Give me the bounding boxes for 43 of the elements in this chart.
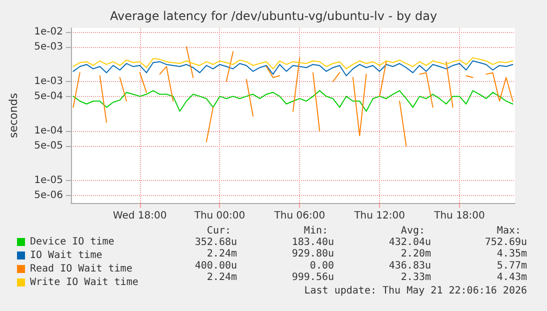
text: 2.20m: [400, 248, 432, 260]
y-tick-label: 1e-02: [34, 26, 63, 38]
text: 4.43m: [496, 272, 528, 283]
y-axis-title: seconds: [7, 92, 20, 138]
text: 2.24m: [206, 248, 238, 260]
y-tick-label: 5e-04: [34, 90, 63, 102]
text: 436.83u: [388, 260, 432, 272]
x-tick-label: Thu 18:00: [433, 210, 485, 222]
text: Max:: [496, 226, 522, 236]
text: 0.00: [310, 260, 334, 272]
text: 5.77m: [496, 260, 528, 272]
text: 4.35m: [496, 248, 528, 260]
text: Avg:: [400, 226, 426, 236]
line-series: [72, 60, 514, 76]
legend-label: Read IO Wait time: [30, 264, 132, 274]
text: 752.69u: [484, 237, 528, 248]
legend-label: IO Wait time: [30, 250, 102, 261]
text: 2.24m: [206, 272, 238, 283]
text: Min:: [304, 226, 328, 236]
text: 2.33m: [400, 272, 432, 283]
legend-label: Write IO Wait time: [30, 277, 138, 288]
text: 929.80u: [292, 248, 334, 260]
y-tick-label: 1e-03: [34, 76, 63, 87]
y-tick-label: 5e-03: [34, 41, 63, 52]
text: 183.40u: [292, 237, 334, 248]
legend-label: Device IO time: [30, 236, 114, 248]
x-tick-label: Thu 12:00: [353, 210, 405, 222]
text: 432.04u: [388, 237, 432, 248]
chart-title: Average latency for /dev/ubuntu-vg/ubuntu-lv - by day: [110, 9, 438, 23]
x-tick-label: Wed 18:00: [112, 210, 167, 222]
line-series: [72, 57, 514, 70]
x-tick-label: Thu 00:00: [193, 210, 246, 222]
x-tick-label: Thu 06:00: [273, 210, 326, 222]
text: 999.56u: [292, 272, 334, 283]
line-series: [72, 90, 514, 112]
y-tick-label: 5e-06: [34, 190, 63, 201]
y-tick-label: 1e-05: [34, 174, 63, 186]
text: Last update: Thu May 21 22:06:16 2026: [304, 286, 528, 296]
text: Cur:: [206, 226, 232, 236]
text: 352.68u: [194, 237, 238, 248]
text: 400.00u: [194, 260, 238, 272]
y-tick-label: 5e-05: [34, 140, 63, 152]
y-tick-label: 1e-04: [34, 125, 63, 136]
